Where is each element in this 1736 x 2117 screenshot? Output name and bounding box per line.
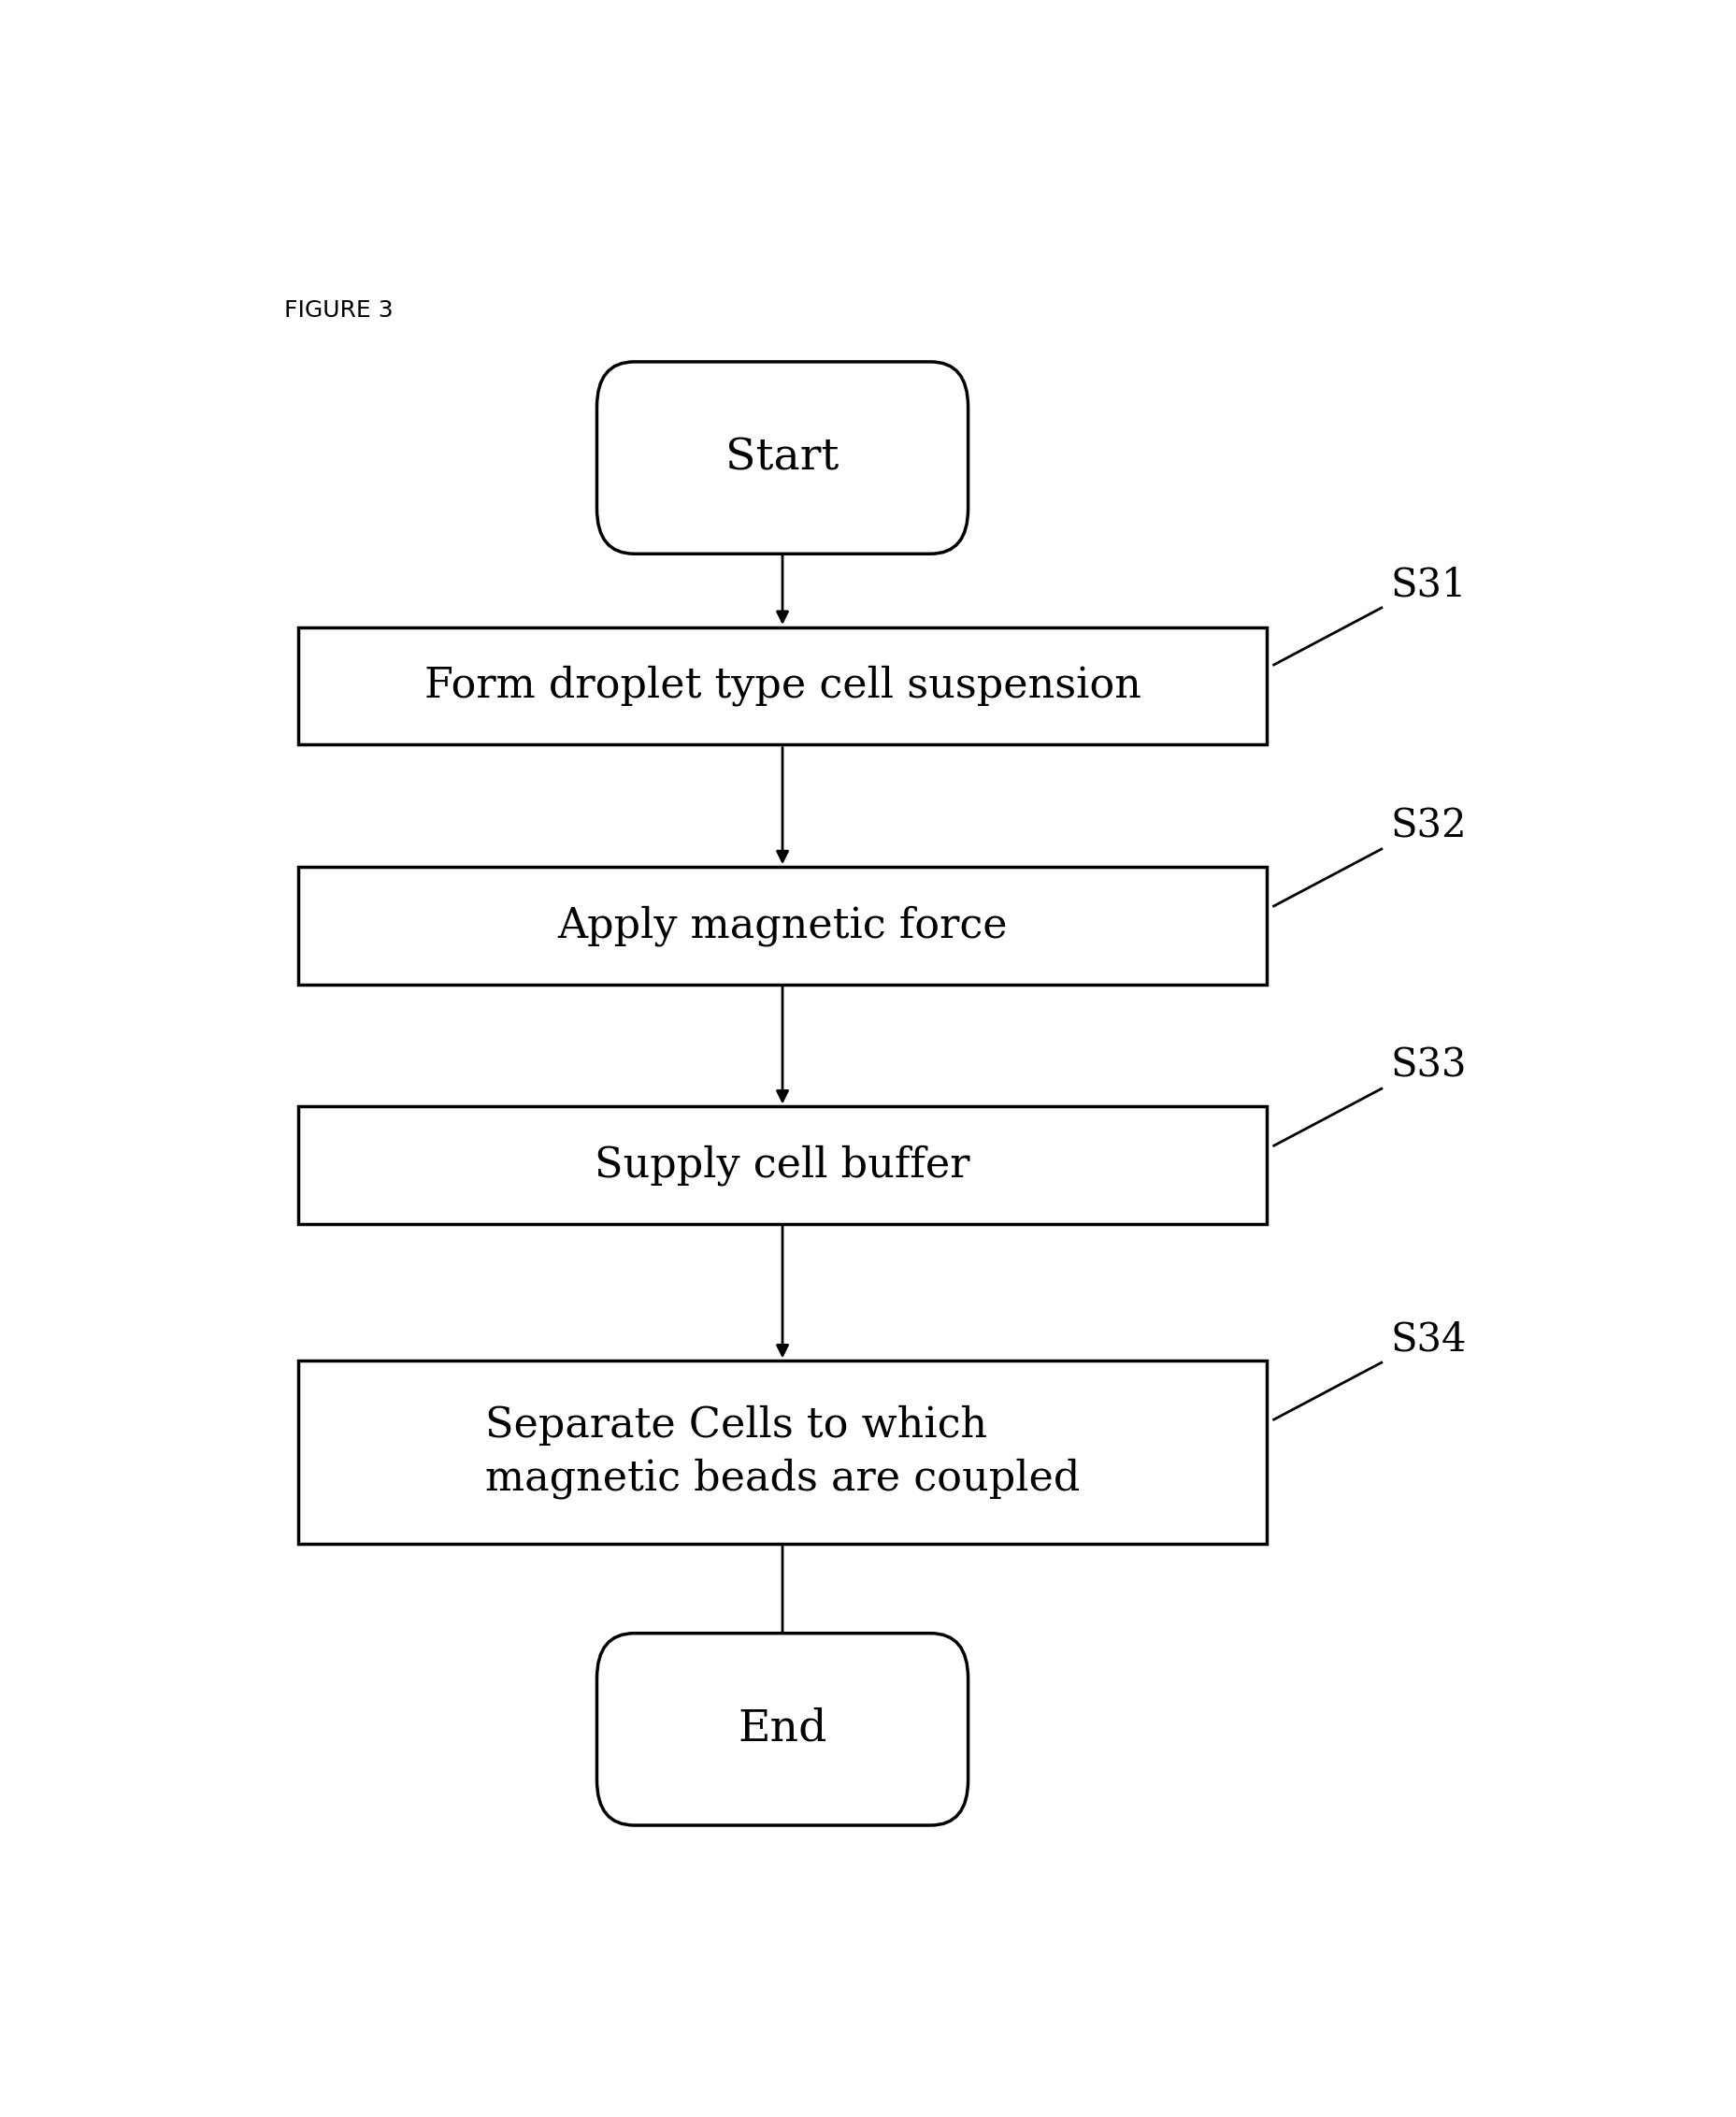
Text: End: End — [738, 1708, 826, 1751]
Text: Separate Cells to which
magnetic beads are coupled: Separate Cells to which magnetic beads a… — [484, 1406, 1080, 1499]
Text: Apply magnetic force: Apply magnetic force — [557, 906, 1007, 946]
Bar — [299, 627, 1267, 745]
Text: Supply cell buffer: Supply cell buffer — [594, 1145, 970, 1186]
FancyBboxPatch shape — [597, 1632, 967, 1825]
Text: S32: S32 — [1391, 807, 1467, 847]
FancyBboxPatch shape — [597, 362, 967, 555]
Text: Form droplet type cell suspension: Form droplet type cell suspension — [424, 665, 1141, 707]
Text: S31: S31 — [1391, 565, 1467, 605]
Bar — [299, 868, 1267, 984]
Bar — [299, 1107, 1267, 1224]
Text: S34: S34 — [1391, 1321, 1467, 1359]
Text: FIGURE 3: FIGURE 3 — [285, 301, 394, 322]
Bar — [299, 1361, 1267, 1543]
Text: S33: S33 — [1391, 1046, 1467, 1086]
Text: Start: Start — [726, 436, 838, 478]
